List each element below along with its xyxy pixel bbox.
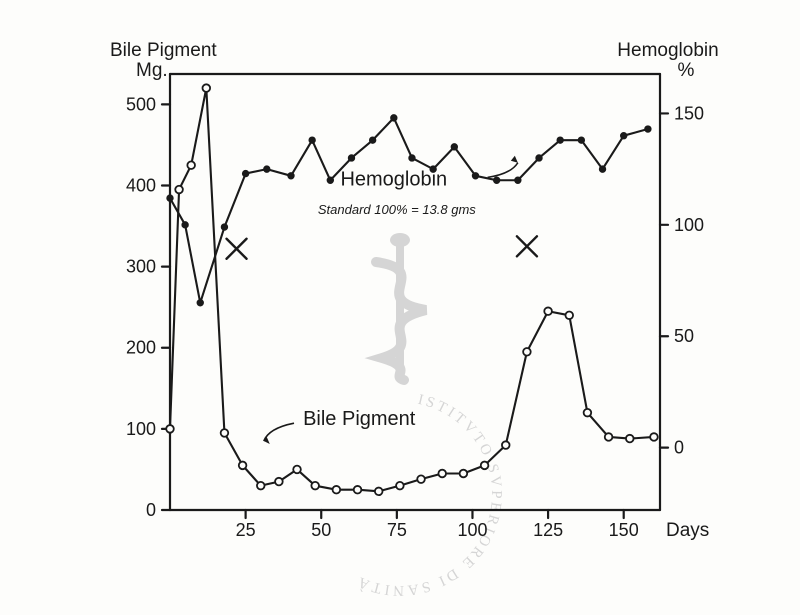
x-tick-label: 100 [457, 520, 487, 540]
hemoglobin-note: Standard 100% = 13.8 gms [318, 202, 476, 217]
hemoglobin-label: Hemoglobin [340, 168, 447, 190]
yright-title-2: % [678, 60, 695, 81]
yleft-tick-label: 500 [126, 94, 156, 114]
yleft-tick-label: 300 [126, 257, 156, 277]
x-tick-label: 75 [387, 520, 407, 540]
x-tick-label: 50 [311, 520, 331, 540]
yright-tick-label: 150 [674, 103, 704, 123]
yleft-tick-label: 100 [126, 419, 156, 439]
x-tick-label: 125 [533, 520, 563, 540]
yright-tick-label: 100 [674, 215, 704, 235]
yright-title-1: Hemoglobin [617, 40, 718, 61]
yleft-tick-label: 200 [126, 338, 156, 358]
x-tick-label: 150 [609, 520, 639, 540]
bile-pigment-label: Bile Pigment [303, 408, 416, 430]
yright-tick-label: 50 [674, 326, 694, 346]
yright-tick-label: 0 [674, 438, 684, 458]
x-axis-title: Days [666, 520, 709, 541]
yleft-tick-label: 400 [126, 175, 156, 195]
yleft-tick-label: 0 [146, 500, 156, 520]
yleft-title-1: Bile Pigment [110, 40, 217, 61]
yleft-title-2: Mg. [136, 60, 168, 81]
x-tick-label: 25 [236, 520, 256, 540]
